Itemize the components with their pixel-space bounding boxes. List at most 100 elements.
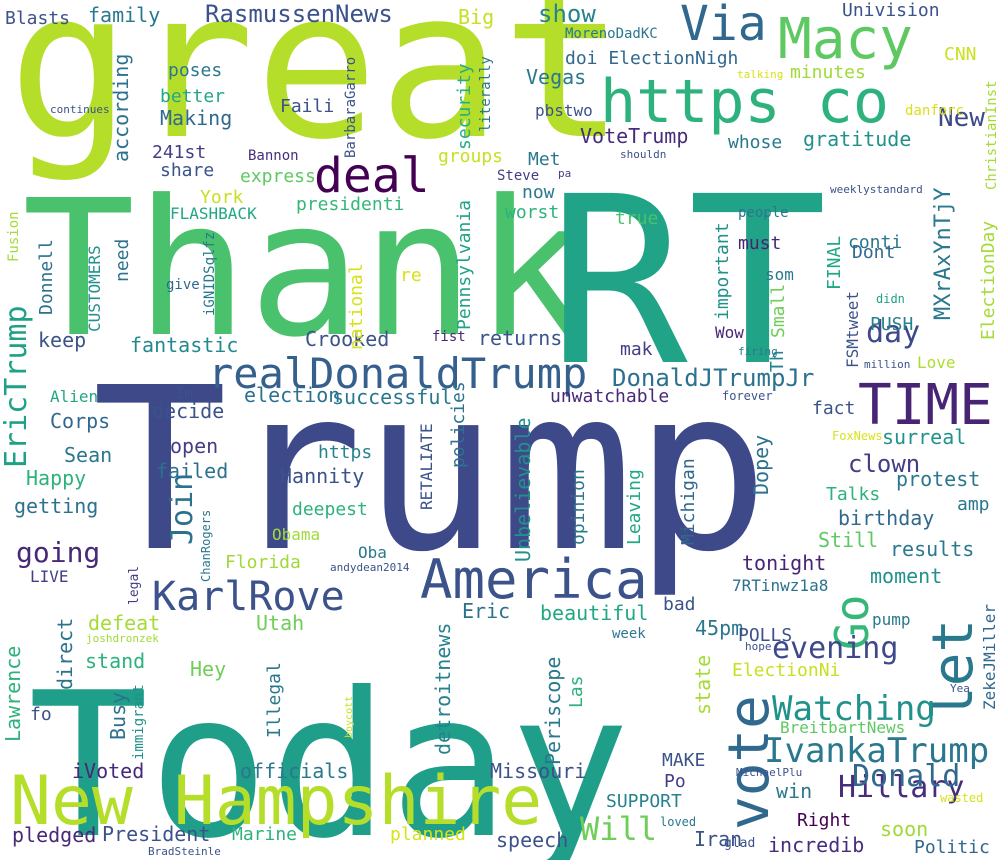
word-thank: Thank [22, 160, 588, 379]
word-results: results [890, 537, 974, 561]
word-fantastic: fantastic [130, 333, 238, 357]
word-donnell: Donnell [36, 239, 57, 315]
word-win: win [776, 779, 812, 803]
word-make: MAKE [662, 750, 705, 771]
word-univision: Univision [842, 0, 940, 21]
word-incredib: incredib [768, 833, 864, 857]
word-stand: stand [85, 649, 145, 673]
word-fact: fact [812, 398, 855, 419]
word-share: share [160, 160, 214, 181]
word-re: re [400, 265, 422, 286]
word-macy: Macy [778, 7, 913, 72]
word-im: Im [176, 386, 193, 402]
word-45pm: 45pm [695, 616, 743, 640]
word-joshdronzek: joshdronzek [86, 632, 159, 645]
word-hannity: Hannity [280, 464, 364, 488]
word-returns: returns [478, 326, 562, 350]
word-now: now [522, 182, 555, 203]
word-po: Po [664, 771, 686, 792]
word-morenodadkc: MorenoDadKC [565, 26, 658, 42]
word-opinion: opinion [568, 469, 589, 545]
word-better: better [160, 86, 225, 107]
word-marine: Marine [232, 824, 297, 845]
word-steve: Steve [497, 168, 539, 184]
word-people: people [738, 205, 789, 221]
word-polls: POLLS [738, 625, 792, 646]
word-https: https [318, 442, 372, 463]
word-day: day [866, 315, 920, 350]
word-poses: poses [168, 60, 222, 81]
word-leaving: Leaving [624, 469, 645, 545]
word-happy: Happy [26, 466, 86, 490]
word-lawrence: Lawrence [1, 646, 25, 742]
word-yea: Yea [950, 682, 970, 695]
word-going: going [16, 536, 100, 569]
word-rasmussennews: RasmussenNews [205, 0, 393, 28]
word-dont: Dont [852, 242, 895, 263]
word-decide: decide [152, 399, 224, 423]
word-go: Go [825, 595, 879, 650]
word-flashback: FLASHBACK [170, 204, 257, 223]
word-presidenti: presidenti [296, 194, 404, 215]
word-cnn: CNN [944, 44, 977, 65]
word-foxnews: FoxNews [832, 429, 883, 443]
word-today: Today [28, 650, 630, 860]
word-moment: moment [870, 564, 942, 588]
word-florida: Florida [225, 552, 301, 573]
word-officials: officials [240, 759, 348, 783]
word-danforc: danforc [905, 103, 964, 119]
word-pennsylvania: Pennsylvania [454, 200, 475, 330]
word-crooked: Crooked [305, 327, 389, 351]
word-michigan: Michigan [678, 458, 699, 545]
word-trump: Trump [92, 340, 769, 602]
word-faili: Faili [280, 96, 334, 117]
word-breitbartnews: BreitbartNews [780, 718, 905, 737]
word-birthday: birthday [838, 506, 934, 530]
word-keep: keep [38, 328, 86, 352]
word-push: PUSH [870, 314, 913, 335]
word-ivankatrump: IvankaTrump [764, 731, 989, 771]
word-shouldn: shouldn [620, 148, 666, 161]
word-wasted: wasted [940, 791, 983, 805]
word-pump: pump [872, 610, 911, 629]
word-making: Making [160, 106, 232, 130]
word-pa: pa [558, 167, 571, 180]
word-sean: Sean [64, 443, 112, 467]
word-fo: fo [30, 704, 52, 725]
word-glad: glad [724, 836, 755, 851]
word-family: family [88, 3, 160, 27]
word-mak: mak [620, 339, 653, 360]
word-rt: RT [548, 147, 827, 417]
word-join: Join [165, 473, 200, 545]
word-failed: failed [156, 459, 228, 483]
word-votetrump: VoteTrump [580, 124, 688, 148]
word-ivoted: iVoted [72, 759, 144, 783]
word-firing: firing [738, 345, 778, 358]
word-doi-electionnigh: doi ElectionNigh [565, 48, 738, 69]
word-7rtinwz1a8: 7RTinwz1a8 [732, 576, 828, 595]
word-conti: conti [848, 232, 902, 253]
word-support: SUPPORT [606, 791, 682, 812]
word-state: state [691, 655, 715, 715]
word-election: election [244, 383, 340, 407]
word-big: Big [458, 5, 494, 29]
word-missouri: Missouri [490, 759, 586, 783]
word-periscope: Periscope [541, 657, 565, 765]
word-corps: Corps [50, 409, 110, 433]
word-fusion: Fusion [6, 211, 22, 262]
word-defeat: defeat [88, 611, 160, 635]
word-busy: Busy [106, 692, 130, 740]
word-som: som [765, 265, 794, 284]
word-loved: loved [660, 815, 696, 829]
word-fsmtweet: FSMtweet [843, 291, 862, 368]
word-mxraxyntjy: MXrAxYnTjY [931, 188, 956, 320]
word-new: New [938, 103, 985, 133]
word-karlrove: KarlRove [152, 574, 345, 620]
word-via: Via [680, 0, 767, 52]
word-show: show [538, 0, 596, 28]
word-still: Still [818, 528, 878, 552]
word-met: Met [528, 149, 561, 170]
word-let: let [921, 619, 986, 720]
